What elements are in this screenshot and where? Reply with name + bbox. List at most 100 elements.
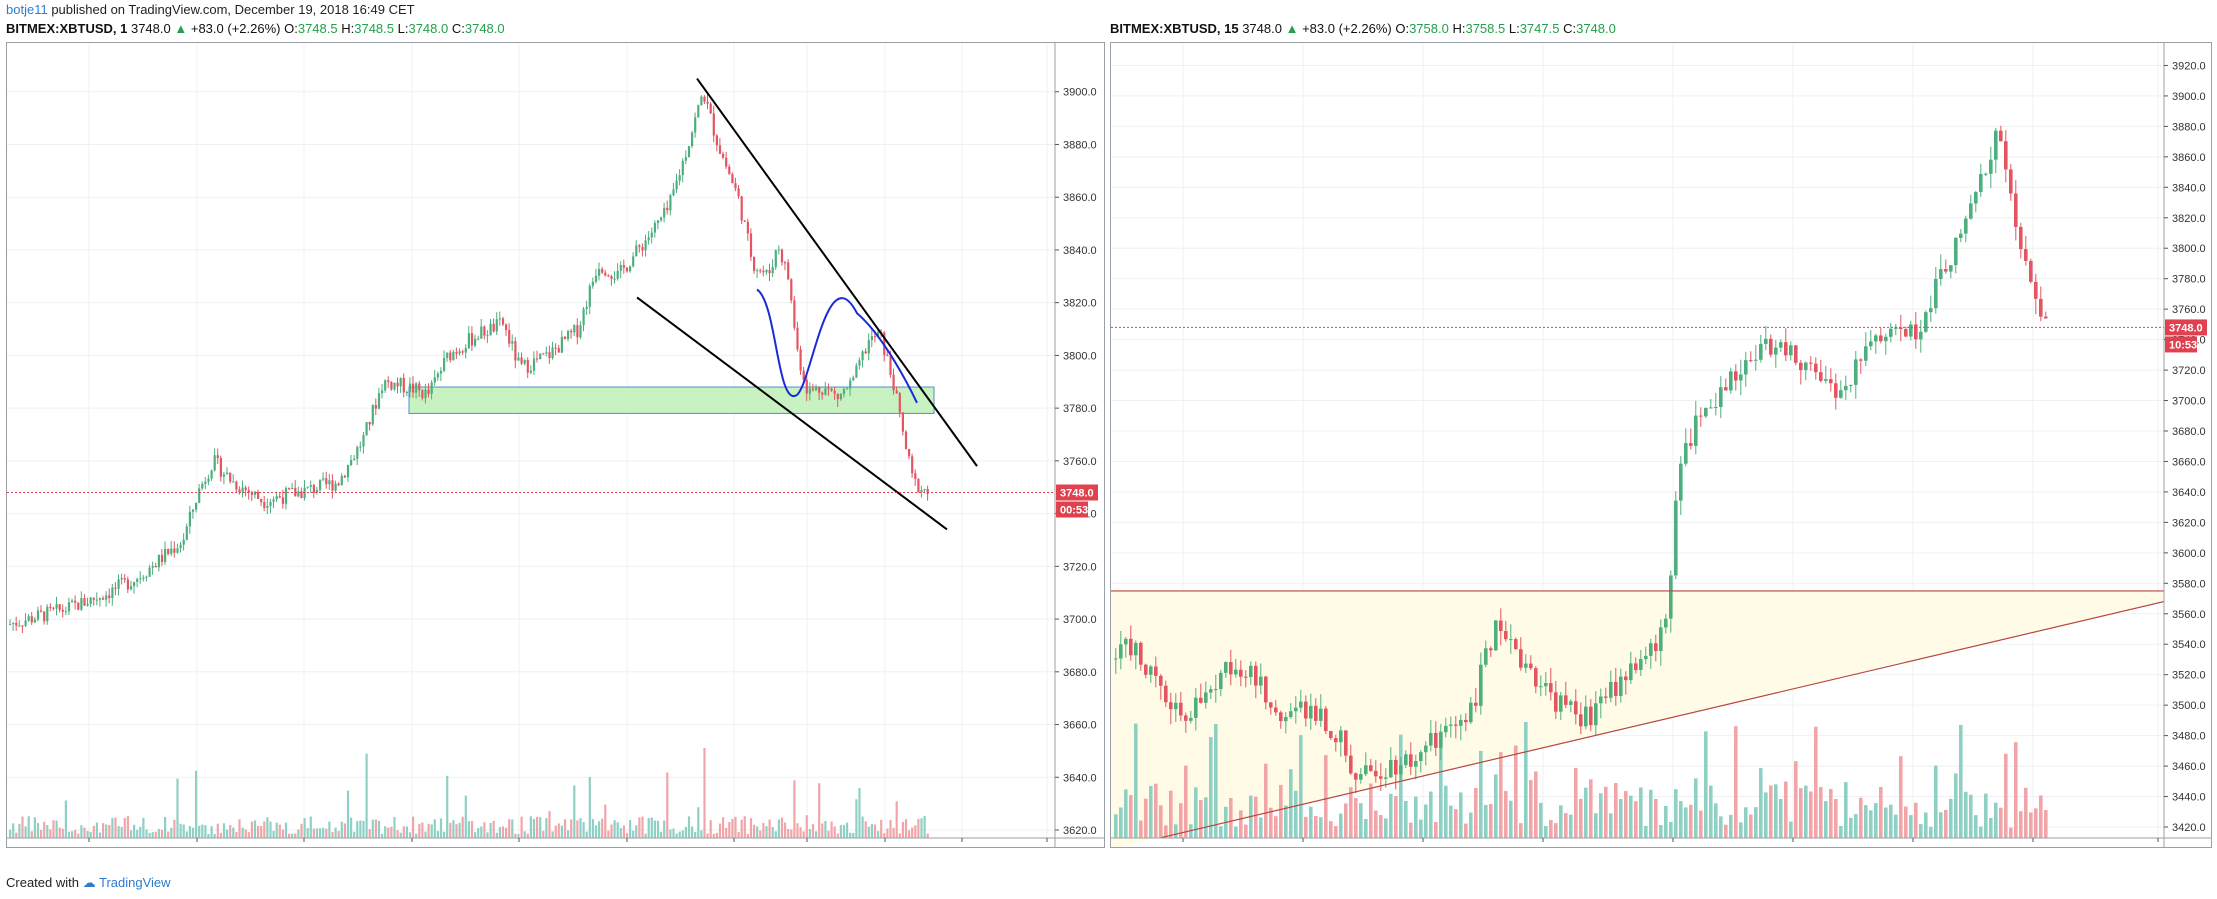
left-candles	[9, 94, 929, 634]
volume-bar	[666, 772, 669, 838]
volume-bar	[749, 818, 753, 838]
candle-body	[1924, 312, 1928, 332]
right-price-axis[interactable]: 3940.03920.03900.03880.03860.03840.03820…	[2164, 43, 2206, 834]
volume-bar	[216, 823, 219, 838]
left-time-axis[interactable]: 09:00 10:00 11:00 12:00 13:00 14:00 15:00 15:43…	[75, 838, 1061, 847]
candle-body	[908, 448, 911, 457]
candle-body	[368, 422, 371, 425]
candle-body	[1659, 627, 1663, 651]
volume-bar	[1884, 807, 1888, 838]
candle-body	[390, 382, 393, 390]
volume-bar	[629, 820, 632, 838]
candle-body	[799, 349, 802, 371]
candle-body	[1914, 324, 1918, 340]
volume-bar	[83, 827, 86, 838]
candle-body	[27, 616, 30, 621]
volume-bar	[836, 833, 839, 838]
left-chart-pane[interactable]: 3920.0 3900.0 3880.0 3860.0 3840.0 3820.0 3800…	[6, 42, 1105, 848]
right-chart-pane[interactable]: 3940.03920.03900.03880.03860.03840.03820…	[1110, 42, 2212, 848]
left-drawings[interactable]	[636, 77, 978, 531]
volume-bar	[40, 829, 43, 838]
x-tick-label: 18:00	[2019, 846, 2047, 847]
candle-body	[1414, 761, 1418, 767]
rising-support-line[interactable]	[1160, 601, 2165, 839]
candle-body	[365, 422, 368, 436]
candle-body	[229, 472, 232, 482]
author-link[interactable]: botje11	[6, 2, 48, 17]
left-price-axis[interactable]: 3920.0 3900.0 3880.0 3860.0 3840.0 3820.0 3800…	[1055, 43, 1097, 837]
candle-body	[610, 276, 613, 279]
candle-body	[288, 488, 291, 490]
candle-body	[1549, 683, 1553, 693]
candle-body	[811, 388, 815, 391]
candle-body	[501, 318, 505, 325]
x-tick-label: 15:43	[793, 846, 821, 847]
y-tick-label: 3480.0	[2172, 731, 2206, 743]
volume-bar	[1664, 806, 1668, 838]
candle-body	[1894, 327, 1898, 329]
left-symbol[interactable]: BITMEX:XBTUSD, 1	[6, 21, 128, 36]
candle-body	[1184, 715, 1188, 721]
volume-bar	[455, 824, 458, 838]
volume-bar	[1329, 821, 1333, 838]
candle-body	[920, 490, 923, 493]
candle-body	[213, 455, 216, 471]
volume-bar	[2009, 827, 2013, 838]
volume-bar	[1259, 817, 1263, 838]
volume-bar	[920, 818, 923, 838]
right-symbol[interactable]: BITMEX:XBTUSD, 15	[1110, 21, 1239, 36]
candle-body	[443, 358, 446, 371]
x-tick-label: 10:00	[183, 846, 211, 847]
candle-body	[405, 392, 408, 394]
candle-body	[1379, 776, 1383, 779]
volume-bar	[306, 828, 309, 838]
candle-body	[343, 475, 346, 478]
right-time-axis[interactable]: 18 06:00 12:00 18:00 19 06:00 12:00 18:00 20	[1177, 838, 2164, 847]
volume-bar	[365, 753, 368, 838]
candle-body	[855, 365, 858, 378]
volume-bar	[1669, 821, 1673, 838]
candle-body	[1509, 639, 1513, 641]
candle-body	[1774, 347, 1778, 355]
candle-body	[818, 387, 821, 393]
volume-bar	[142, 817, 145, 838]
candle-body	[743, 220, 746, 222]
volume-bar	[591, 819, 594, 838]
volume-bar	[1749, 814, 1753, 838]
candle-body	[1294, 707, 1298, 712]
volume-bar	[1714, 803, 1718, 838]
tradingview-link[interactable]: TradingView	[99, 875, 171, 890]
right-high: 3758.5	[1465, 21, 1506, 36]
y-tick-label: 3540.0	[2172, 639, 2206, 651]
volume-bar	[1979, 826, 1983, 838]
candle-body	[1344, 730, 1348, 756]
candle-body	[1899, 327, 1903, 330]
volume-bar	[1654, 798, 1658, 838]
svg-text:10:53: 10:53	[2169, 339, 2197, 351]
candle-body	[58, 604, 61, 610]
left-chart-canvas[interactable]: 3920.0 3900.0 3880.0 3860.0 3840.0 3820.0 3800…	[7, 43, 1104, 847]
candle-body	[238, 489, 241, 493]
candle-body	[272, 499, 275, 502]
volume-bar	[1929, 826, 1933, 838]
support-zone-rectangle[interactable]	[408, 386, 935, 414]
y-tick-label: 3840.0	[2172, 182, 2206, 194]
right-chart-canvas[interactable]: 3940.03920.03900.03880.03860.03840.03820…	[1111, 43, 2211, 847]
candle-body	[573, 325, 576, 333]
candle-body	[1964, 218, 1968, 234]
y-tick-label: 3720.0	[2172, 365, 2206, 377]
candle-body	[170, 548, 173, 554]
candle-body	[1169, 702, 1173, 710]
volume-bar	[1694, 778, 1698, 838]
x-tick-label: 19	[1667, 846, 1679, 847]
candle-body	[129, 586, 133, 590]
volume-bar	[1634, 801, 1638, 838]
volume-bar	[1904, 806, 1908, 838]
volume-bar	[511, 819, 514, 838]
volume-bar	[1159, 805, 1163, 838]
volume-bar	[1514, 745, 1518, 838]
candle-body	[638, 245, 641, 248]
candle-body	[892, 374, 895, 391]
volume-bar	[300, 823, 303, 838]
volume-bar	[1149, 785, 1153, 838]
